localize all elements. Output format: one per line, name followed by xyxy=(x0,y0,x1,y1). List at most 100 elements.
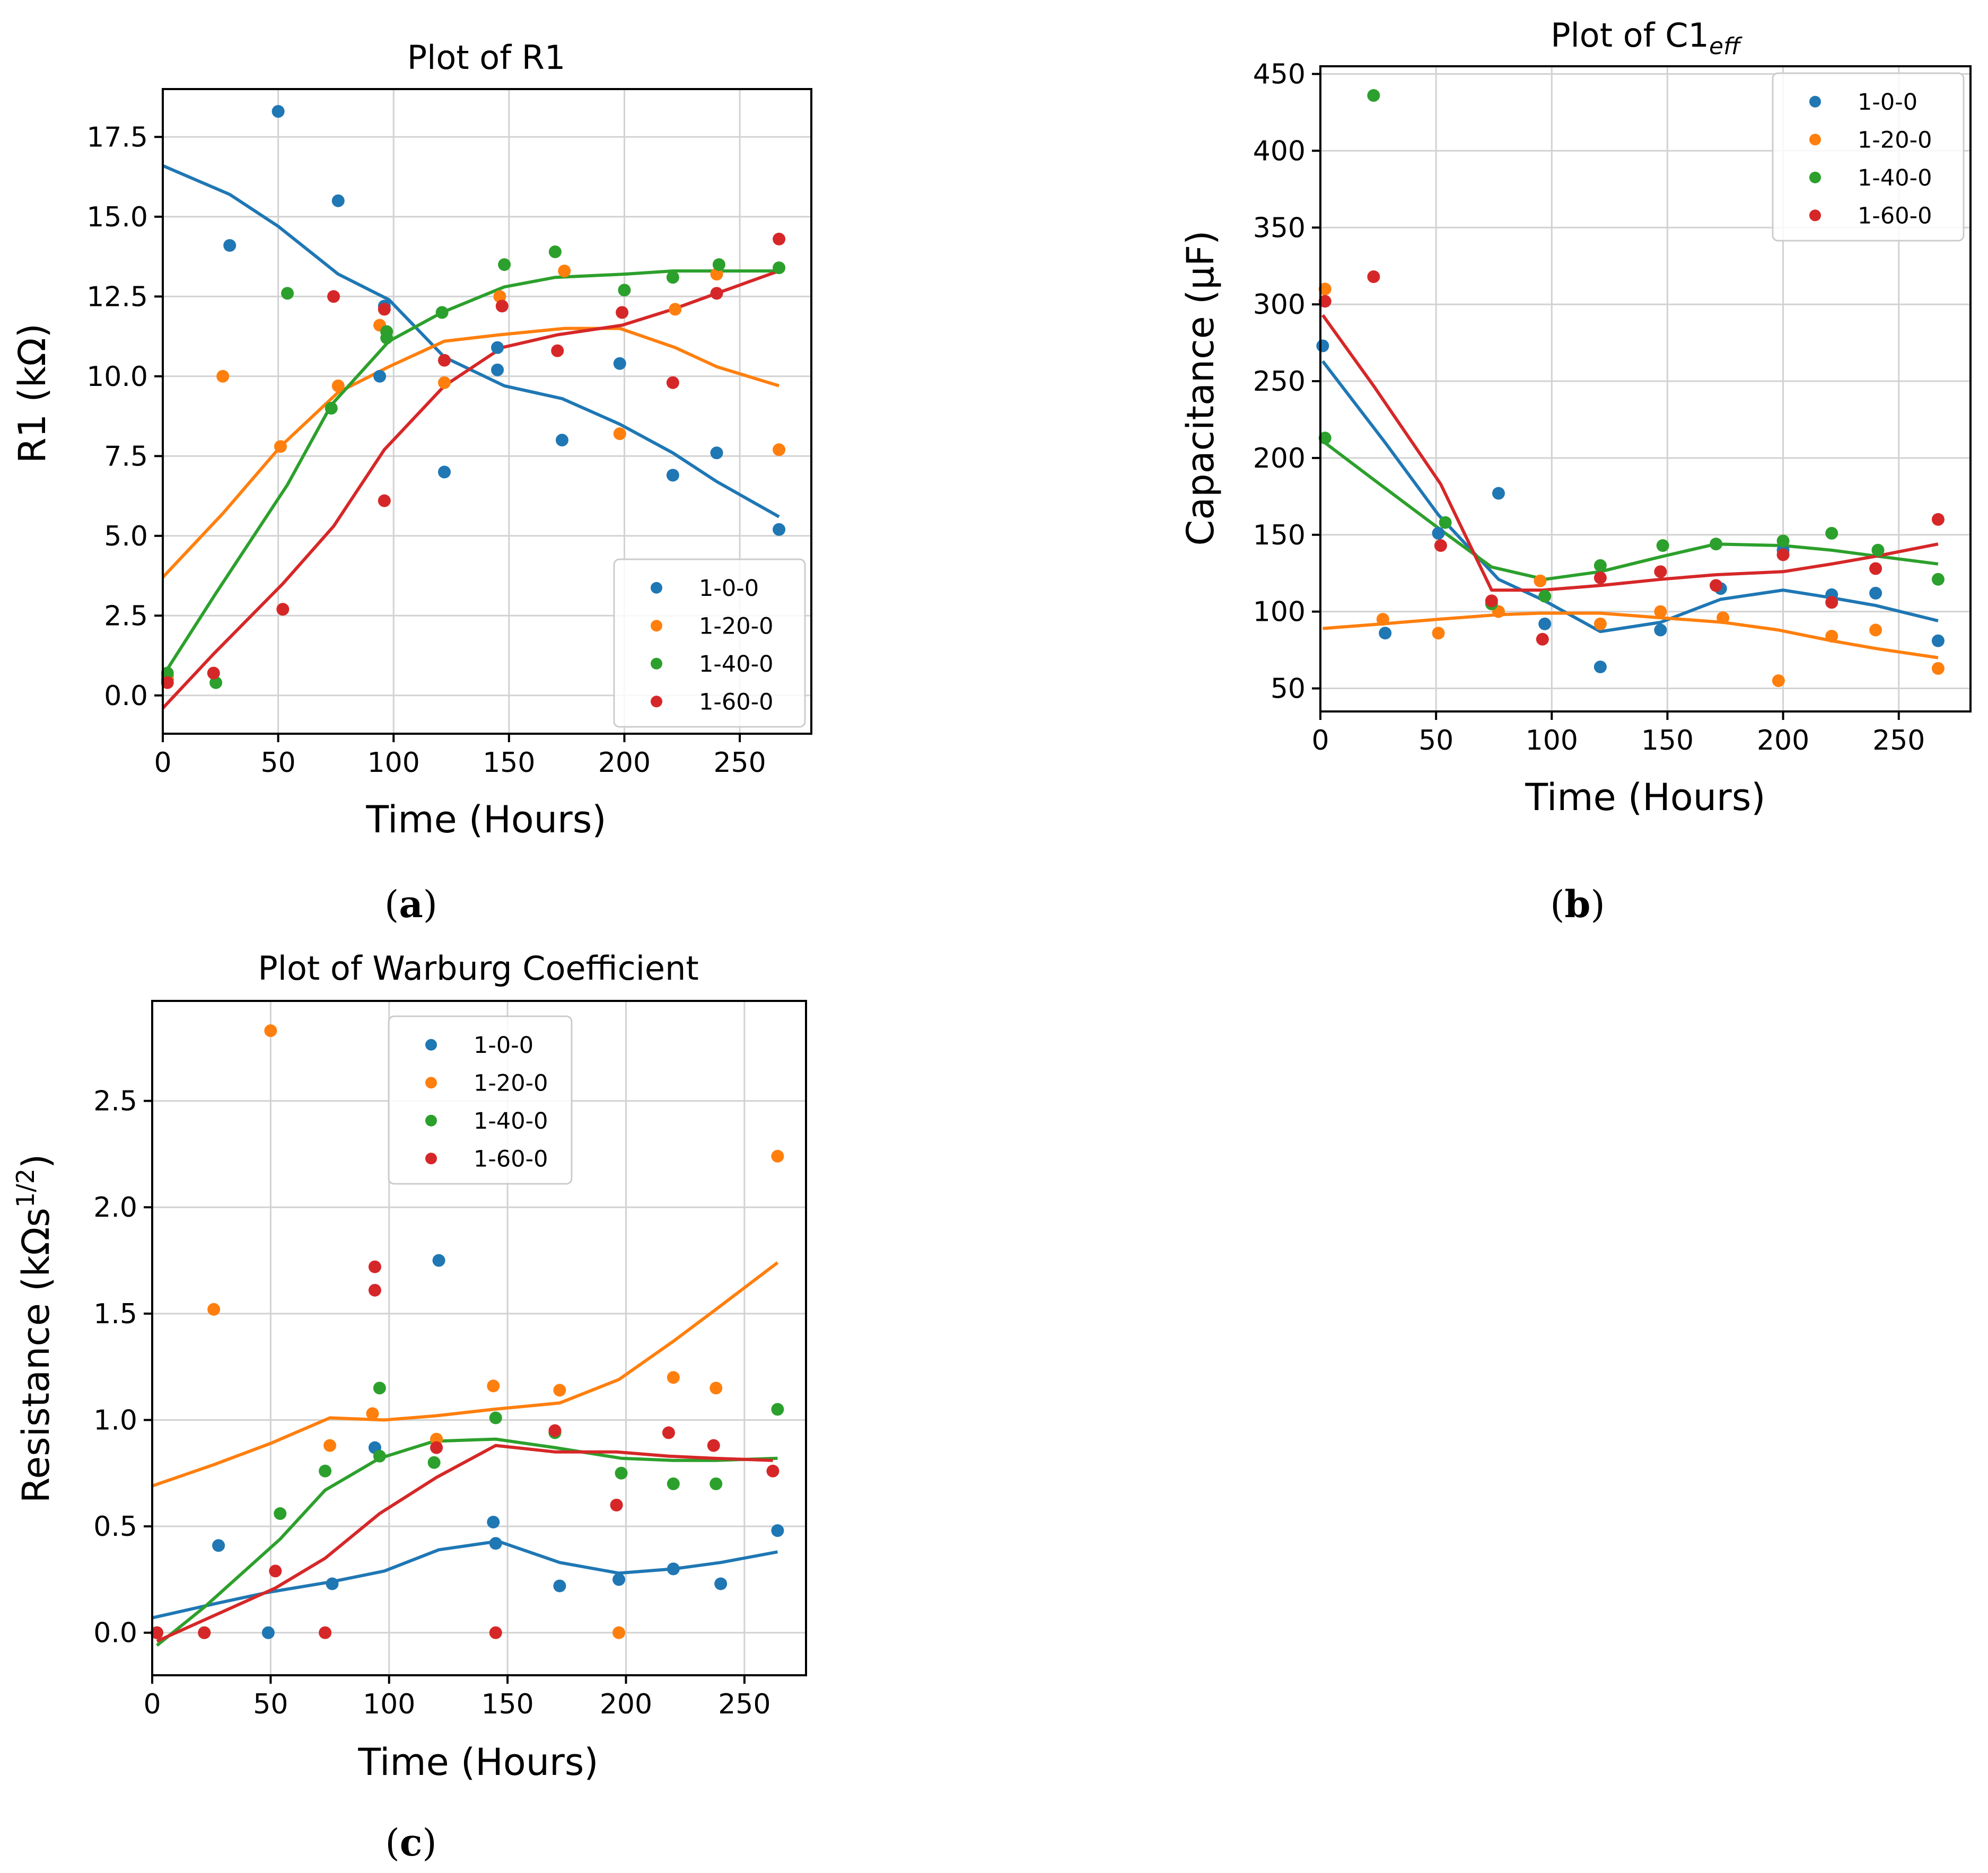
y-tick-label: 12.5 xyxy=(86,281,148,313)
data-point xyxy=(669,303,682,316)
data-point xyxy=(1367,89,1380,102)
data-point xyxy=(498,258,511,271)
points-1-60-0 xyxy=(150,1260,780,1639)
data-point xyxy=(1931,513,1945,526)
data-point xyxy=(331,379,345,392)
legend-marker xyxy=(1809,95,1821,108)
data-point xyxy=(319,1464,332,1478)
data-point xyxy=(489,1411,502,1424)
x-tick-label: 100 xyxy=(1526,725,1578,757)
data-point xyxy=(435,306,449,319)
y-tick-label: 2.0 xyxy=(93,1192,137,1224)
data-point xyxy=(487,1516,500,1529)
x-tick-label: 200 xyxy=(600,1689,652,1720)
data-point xyxy=(325,401,338,415)
legend-marker xyxy=(425,1077,437,1089)
x-tick-label: 100 xyxy=(363,1689,415,1720)
data-point xyxy=(331,194,345,207)
y-tick-label: 450 xyxy=(1253,58,1306,90)
data-point xyxy=(368,1260,381,1273)
data-point xyxy=(373,1449,386,1463)
data-point xyxy=(1825,526,1838,540)
y-tick-label: 5.0 xyxy=(104,521,148,552)
legend-box xyxy=(388,1015,573,1185)
y-tick-label: 17.5 xyxy=(86,121,148,153)
y-tick-label: 350 xyxy=(1253,212,1306,244)
x-tick-label: 0 xyxy=(143,1689,161,1720)
data-point xyxy=(437,376,451,389)
data-point xyxy=(1654,565,1667,578)
panel-label-letter: b xyxy=(1565,882,1591,926)
legend-label: 1-40-0 xyxy=(1858,165,1932,191)
data-point xyxy=(209,676,223,689)
data-point xyxy=(666,376,679,389)
data-point xyxy=(1379,627,1392,640)
legend-box xyxy=(1772,72,1965,242)
data-point xyxy=(323,1439,337,1452)
data-point xyxy=(771,1149,784,1163)
legend-marker xyxy=(1809,171,1821,183)
data-point xyxy=(161,666,174,680)
trend-line xyxy=(1321,360,1939,634)
x-axis-label: Time (Hours) xyxy=(357,1740,598,1784)
data-point xyxy=(1536,632,1549,646)
data-point xyxy=(771,1524,784,1537)
data-point xyxy=(555,434,568,447)
y-tick-label: 1.0 xyxy=(93,1404,137,1436)
data-point xyxy=(714,1577,728,1590)
data-point xyxy=(610,1498,623,1511)
y-tick-label: 0.5 xyxy=(93,1511,137,1543)
y-tick-label: 400 xyxy=(1253,135,1306,167)
data-point xyxy=(1776,548,1790,561)
plot-frame xyxy=(151,1000,807,1676)
data-point xyxy=(427,1456,441,1469)
points-1-40-0 xyxy=(161,245,786,689)
legend-marker xyxy=(425,1114,437,1127)
data-point xyxy=(1485,594,1498,608)
data-point xyxy=(667,1477,680,1490)
chart-title-main: Plot of C1 xyxy=(1551,16,1709,55)
y-tick-label: 100 xyxy=(1253,596,1306,628)
data-point xyxy=(326,1577,339,1590)
data-point xyxy=(1434,539,1447,552)
data-point xyxy=(662,1426,675,1439)
legend-label: 1-60-0 xyxy=(474,1146,548,1172)
data-point xyxy=(1654,623,1667,637)
trend-line xyxy=(152,1261,779,1488)
data-point xyxy=(276,603,290,616)
y-axis-label: R1 (kΩ) xyxy=(11,323,54,463)
points-1-60-0 xyxy=(161,232,786,689)
data-point xyxy=(373,1382,386,1395)
data-point xyxy=(261,1626,275,1639)
data-point xyxy=(667,1562,680,1576)
data-point xyxy=(264,1024,277,1037)
x-tick-label: 150 xyxy=(1641,725,1694,757)
data-point xyxy=(1871,543,1885,557)
legend-label: 1-0-0 xyxy=(1858,89,1917,116)
data-point xyxy=(1318,432,1332,445)
data-point xyxy=(495,300,509,313)
x-tick-label: 100 xyxy=(367,747,420,779)
panel-label-close: ) xyxy=(422,1821,436,1865)
data-point xyxy=(710,446,723,460)
y-tick-label: 150 xyxy=(1253,520,1306,551)
data-point xyxy=(1710,579,1723,592)
y-tick-label: 1.5 xyxy=(93,1298,137,1330)
plot-frame xyxy=(162,88,812,735)
legend-label: 1-0-0 xyxy=(699,575,759,602)
data-point xyxy=(666,469,679,482)
plot-frame xyxy=(1319,65,1972,713)
series-1-20-0 xyxy=(163,327,780,579)
x-tick-label: 250 xyxy=(718,1689,770,1720)
x-tick-label: 50 xyxy=(1418,725,1453,757)
data-point xyxy=(491,341,504,354)
data-point xyxy=(430,1441,443,1454)
legend-box xyxy=(613,558,806,728)
panel-label-open: ( xyxy=(1550,883,1564,926)
panel-label-letter: a xyxy=(399,882,423,926)
data-point xyxy=(553,1384,566,1397)
y-tick-label: 10.0 xyxy=(86,361,148,393)
data-point xyxy=(1318,283,1332,296)
data-point xyxy=(1654,605,1667,618)
